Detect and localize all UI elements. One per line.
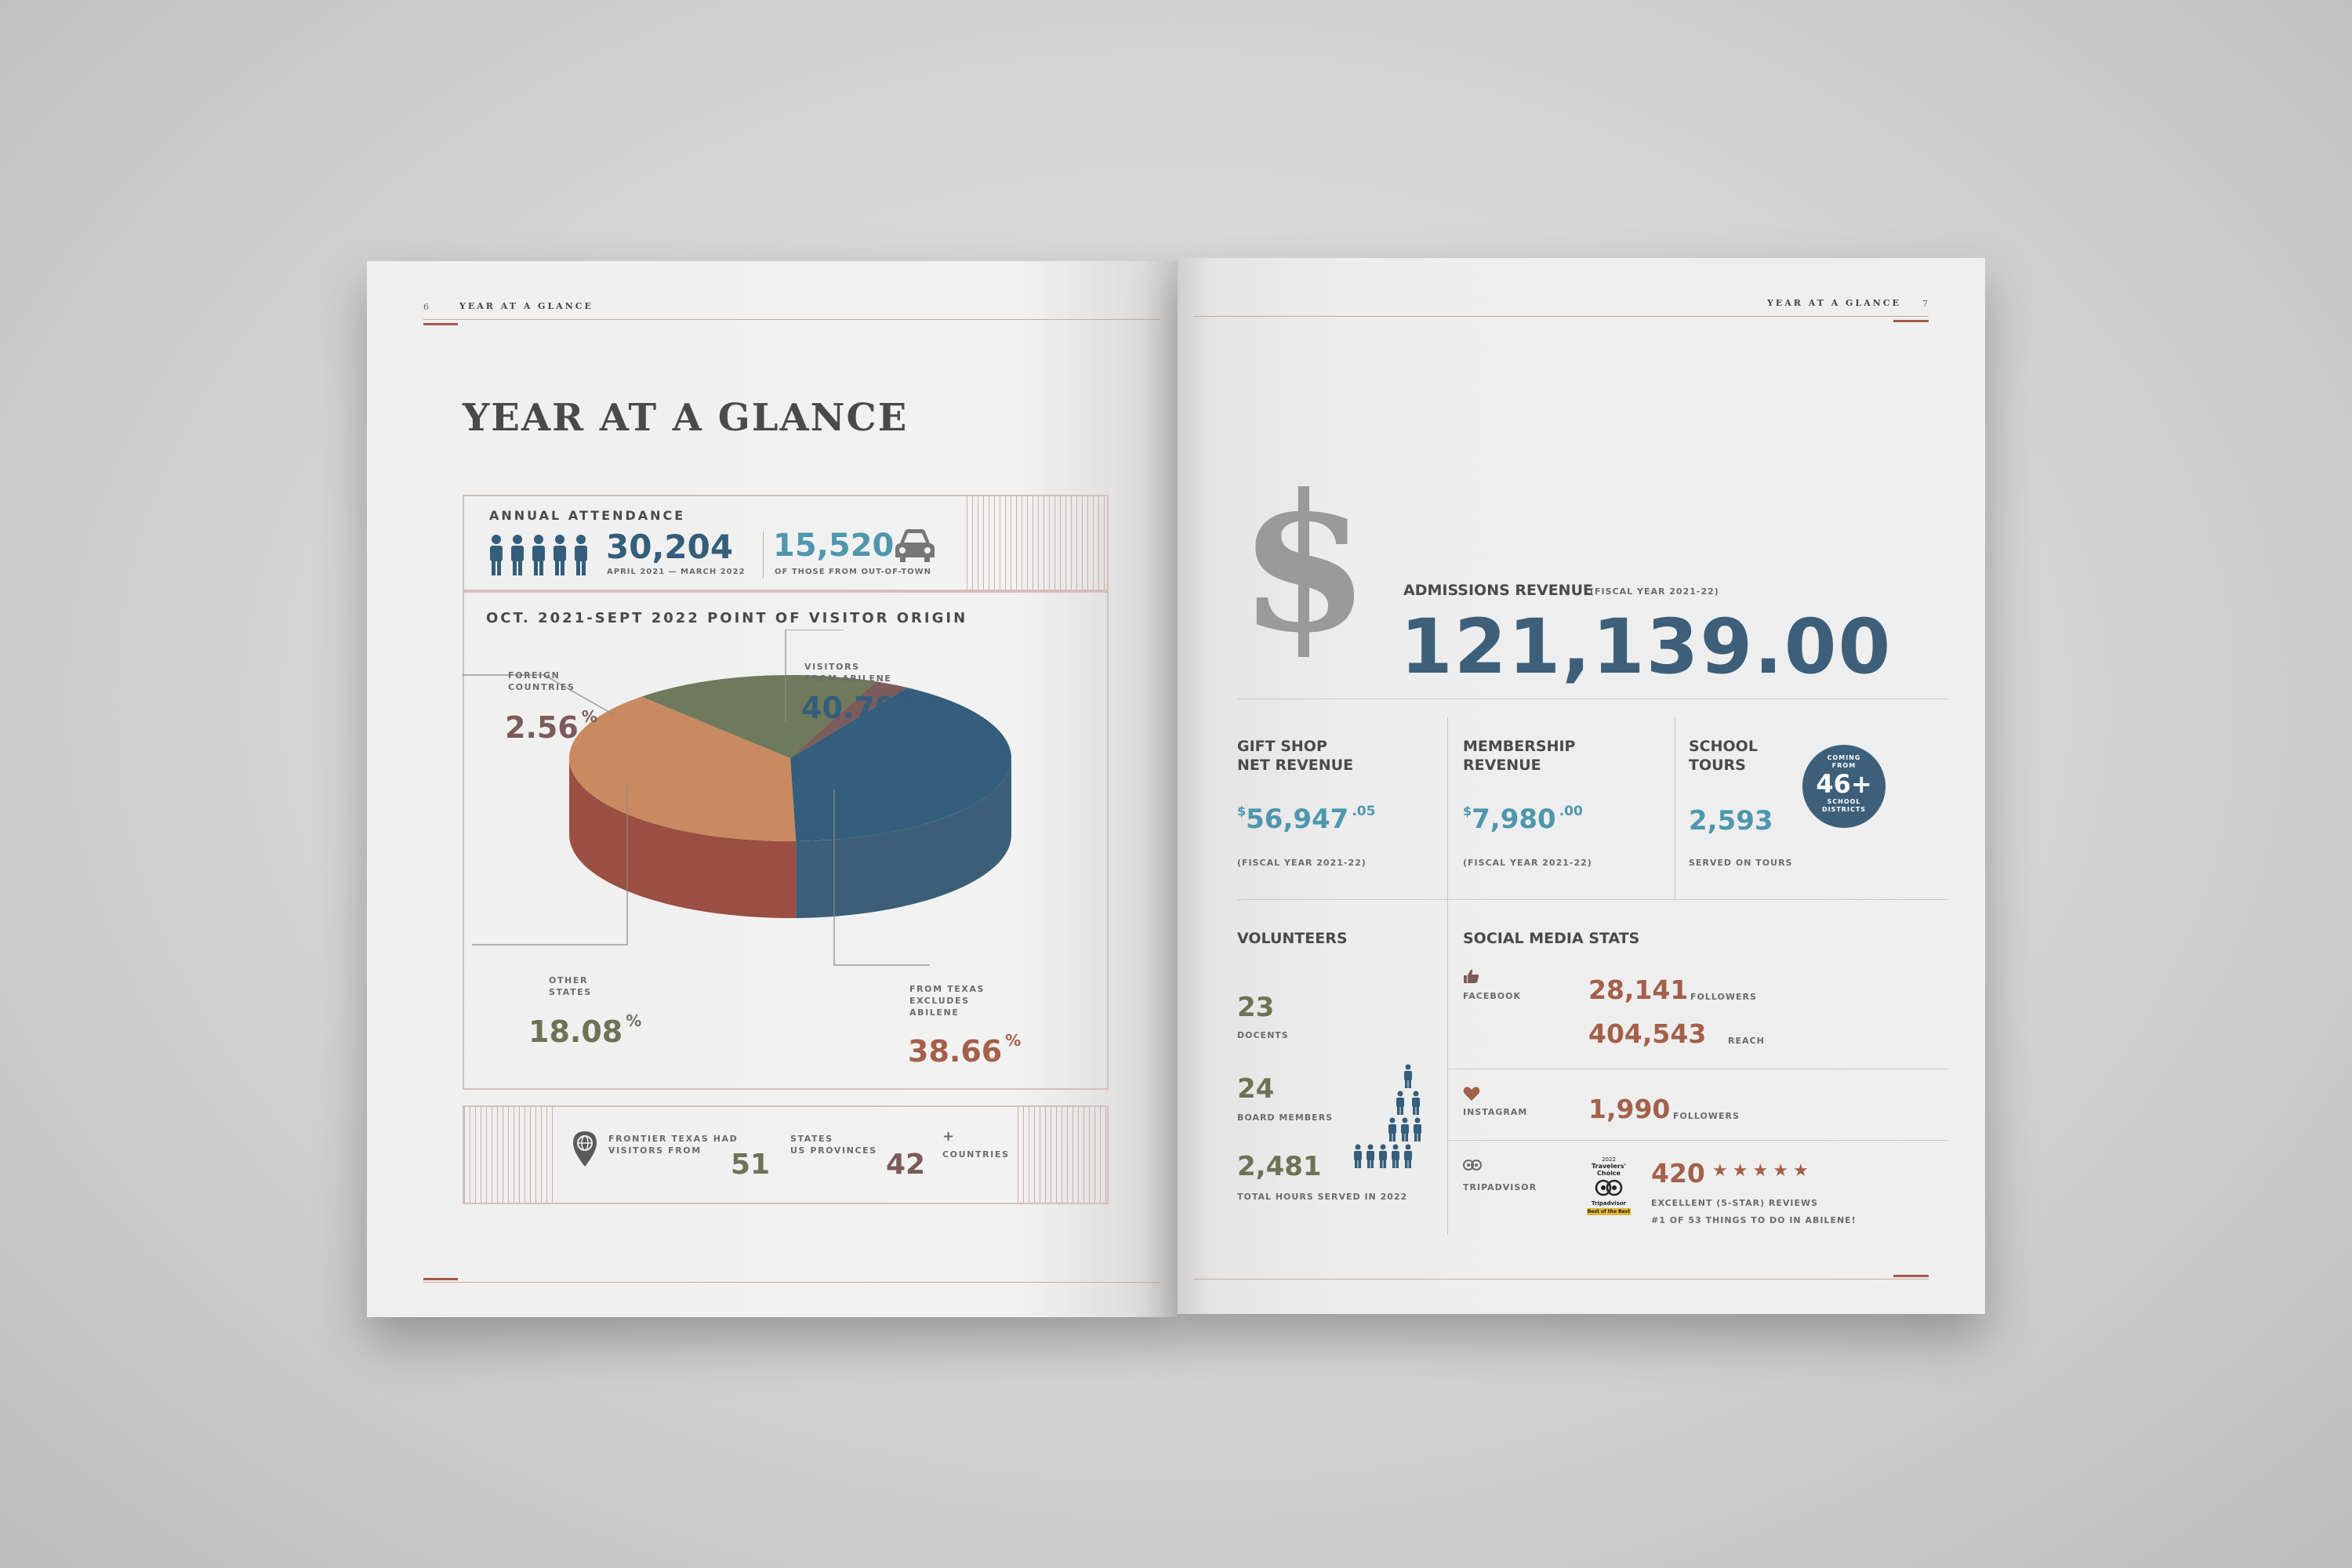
star-icon: ★ <box>1733 1161 1753 1181</box>
school-tours-value: 2,593 <box>1689 805 1773 837</box>
admissions-value: 121,139.00 <box>1400 603 1892 691</box>
star-icon: ★ <box>1793 1161 1813 1181</box>
header-rule <box>1193 316 1929 317</box>
facebook-followers: 28,141 <box>1588 975 1688 1005</box>
reach-label: REACH <box>1728 1035 1765 1047</box>
header-accent <box>1893 320 1929 322</box>
column-divider <box>1447 717 1448 899</box>
right-page: YEAR AT A GLANCE 7 $ ADMISSIONS REVENUE … <box>1178 258 1985 1314</box>
slice-label-foreign: FOREIGN COUNTRIES <box>508 670 575 693</box>
gift-shop-title: GIFT SHOP NET REVENUE <box>1237 737 1353 775</box>
docents-value: 23 <box>1237 992 1274 1023</box>
board-label: BOARD MEMBERS <box>1237 1112 1333 1123</box>
admissions-label: ADMISSIONS REVENUE <box>1403 581 1593 600</box>
membership-title: MEMBERSHIP REVENUE <box>1463 737 1575 775</box>
hours-value: 2,481 <box>1237 1151 1322 1182</box>
running-head: YEAR AT A GLANCE <box>1767 298 1901 308</box>
facebook-reach: 404,543 <box>1588 1018 1706 1049</box>
school-districts-badge: COMING FROM 46+ SCHOOL DISTRICTS <box>1802 745 1886 828</box>
countries-plus: + <box>942 1128 954 1145</box>
page-number: 6 <box>423 302 429 312</box>
section-divider <box>1447 1140 1947 1141</box>
people-icon <box>488 534 594 578</box>
column-divider <box>1447 899 1448 1235</box>
decorative-stripes <box>464 1107 555 1203</box>
slice-label-other-states: OTHER STATES <box>549 975 592 998</box>
instagram-followers: 1,990 <box>1588 1094 1670 1124</box>
slice-value-other-states: 18.08% <box>528 1014 641 1049</box>
visitors-label: FRONTIER TEXAS HAD VISITORS FROM <box>608 1133 738 1156</box>
dollar-sign: $ <box>1239 470 1370 658</box>
header-rule <box>423 319 1160 320</box>
map-pin-globe-icon <box>571 1130 599 1169</box>
left-page: 6 YEAR AT A GLANCE YEAR AT A GLANCE ANNU… <box>367 261 1178 1317</box>
footer-accent <box>423 1278 458 1280</box>
slice-label-abilene: VISITORS FROM ABILENE <box>804 661 892 684</box>
attendance-label: ANNUAL ATTENDANCE <box>489 510 685 521</box>
attendance-period: APRIL 2021 — MARCH 2022 <box>607 566 746 578</box>
volunteers-title: VOLUNTEERS <box>1237 929 1348 948</box>
heart-icon <box>1463 1086 1480 1102</box>
gift-shop-period: (FISCAL YEAR 2021-22) <box>1237 857 1367 869</box>
membership-value: $7,980.00 <box>1463 804 1583 835</box>
school-tours-caption: SERVED ON TOURS <box>1689 857 1792 869</box>
star-icon: ★ <box>1773 1161 1793 1181</box>
star-icon: ★ <box>1712 1161 1733 1181</box>
tripadvisor-label: TRIPADVISOR <box>1463 1181 1537 1193</box>
board-value: 24 <box>1237 1073 1274 1105</box>
tripadvisor-owl-icon <box>1463 1158 1482 1172</box>
slice-label-texas: FROM TEXAS EXCLUDES ABILENE <box>909 983 985 1018</box>
car-icon <box>894 528 936 564</box>
instagram-label: INSTAGRAM <box>1463 1106 1527 1118</box>
travelers-choice-badge: 2022 Travelers' Choice Tripadvisor Best … <box>1584 1156 1634 1225</box>
hours-label: TOTAL HOURS SERVED IN 2022 <box>1237 1191 1407 1203</box>
divider <box>763 532 764 579</box>
followers-label: FOLLOWERS <box>1690 991 1757 1003</box>
decorative-stripes <box>1018 1107 1107 1203</box>
thumbs-up-icon <box>1463 968 1480 984</box>
states-value: 51 <box>731 1149 770 1181</box>
slice-value-abilene: 40.70% <box>801 691 914 725</box>
origin-title: OCT. 2021-SEPT 2022 POINT OF VISITOR ORI… <box>486 612 967 624</box>
out-of-town-label: OF THOSE FROM OUT-OF-TOWN <box>775 566 931 578</box>
header-accent <box>423 323 458 325</box>
star-rating: ★★★★★ <box>1712 1161 1813 1181</box>
countries-value: 42 <box>886 1149 925 1181</box>
section-divider <box>1237 899 1947 900</box>
tripadvisor-reviews: 420 <box>1651 1158 1705 1189</box>
page-number: 7 <box>1922 299 1928 309</box>
tripadvisor-caption: EXCELLENT (5-STAR) REVIEWS <box>1651 1197 1818 1209</box>
school-tours-title: SCHOOL TOURS <box>1689 737 1758 775</box>
footer-rule <box>423 1282 1160 1283</box>
running-head: YEAR AT A GLANCE <box>459 301 593 311</box>
social-title: SOCIAL MEDIA STATS <box>1463 929 1639 948</box>
countries-label: COUNTRIES <box>942 1149 1009 1160</box>
membership-period: (FISCAL YEAR 2021-22) <box>1463 857 1592 869</box>
out-of-town-value: 15,520 <box>773 528 894 564</box>
admissions-period: (FISCAL YEAR 2021-22) <box>1590 586 1719 597</box>
slice-value-texas: 38.66% <box>908 1034 1021 1069</box>
footer-accent <box>1893 1275 1929 1277</box>
attendance-value: 30,204 <box>606 528 733 566</box>
gift-shop-value: $56,947.05 <box>1237 804 1375 835</box>
instagram-followers-label: FOLLOWERS <box>1673 1110 1740 1122</box>
slice-value-foreign: 2.56% <box>505 710 597 745</box>
page-title: YEAR AT A GLANCE <box>463 396 908 440</box>
facebook-label: FACEBOOK <box>1463 990 1521 1002</box>
docents-label: DOCENTS <box>1237 1029 1289 1041</box>
decorative-stripes <box>967 496 1107 590</box>
tripadvisor-rank: #1 OF 53 THINGS TO DO IN ABILENE! <box>1651 1214 1857 1226</box>
tripadvisor-logo-icon <box>1593 1177 1624 1197</box>
star-icon: ★ <box>1752 1161 1773 1181</box>
volunteer-pyramid-icon <box>1352 1062 1427 1188</box>
states-label: STATES US PROVINCES <box>790 1133 877 1156</box>
visitors-footer-panel <box>463 1105 1109 1204</box>
